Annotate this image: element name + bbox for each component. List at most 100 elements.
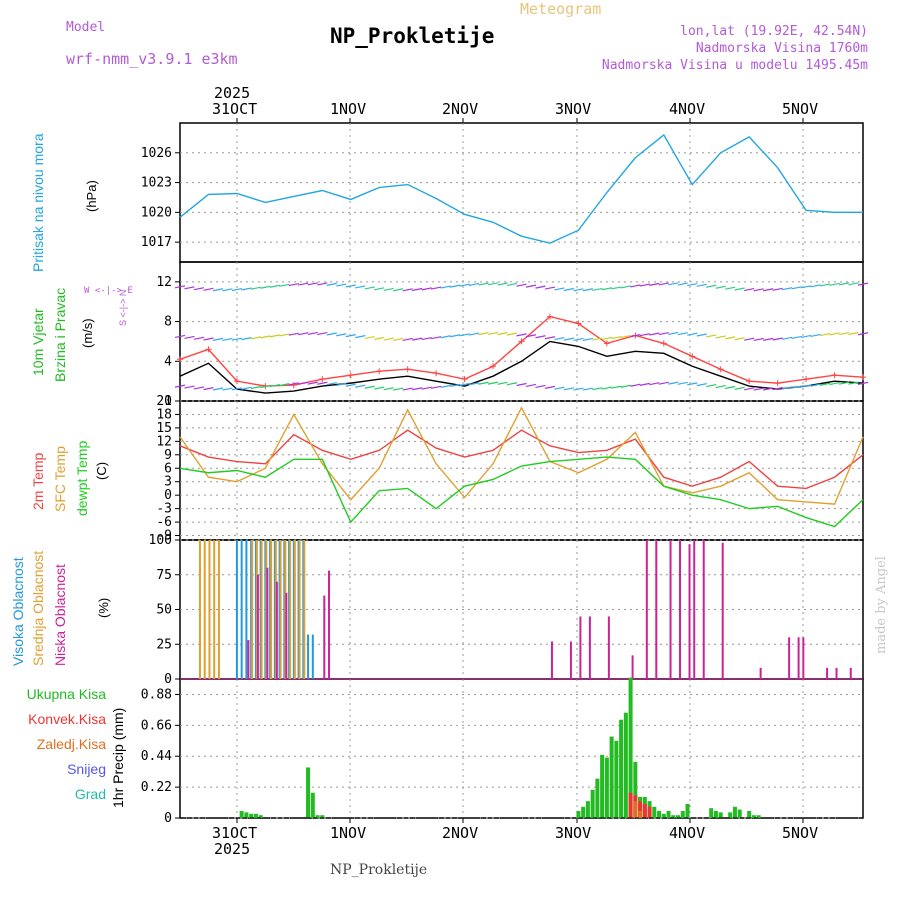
wind-arrow xyxy=(677,381,688,385)
wind-arrow xyxy=(781,287,793,291)
cloud-mid-bar xyxy=(251,540,254,679)
wind-arrow xyxy=(402,337,413,342)
precip-rain-bar xyxy=(661,813,666,818)
bottom-day-label: 2NOV xyxy=(442,824,479,842)
precip-rain-bar xyxy=(657,810,662,818)
wind-arrow xyxy=(250,336,262,340)
wind-arrow xyxy=(649,282,660,286)
y-tick-label: 6 xyxy=(164,461,172,476)
cloud-high-bar xyxy=(240,540,243,679)
wind-arrow xyxy=(573,288,584,292)
y-tick-label: 0.88 xyxy=(141,687,172,702)
wind-arrow xyxy=(838,381,850,385)
wind-arrow xyxy=(781,386,793,390)
wind-arrow xyxy=(307,381,318,385)
dewpoint-line xyxy=(179,456,864,528)
wind-arrow xyxy=(355,285,366,289)
y-tick-label: 1017 xyxy=(141,235,172,250)
gust-marker xyxy=(490,363,497,370)
gust-marker xyxy=(831,372,838,379)
y-tick-label: 0.44 xyxy=(141,749,172,764)
precip-ice-bar xyxy=(638,810,643,818)
gust-marker xyxy=(233,378,240,385)
wind-arrow xyxy=(421,386,432,390)
model-label: Model xyxy=(66,20,106,35)
precip-conv-bar xyxy=(638,801,643,818)
panel-frame xyxy=(179,261,864,402)
wind-arrow xyxy=(184,286,195,290)
altitude: Nadmorska Visina 1760m xyxy=(695,41,868,56)
gust-marker xyxy=(717,366,724,373)
wind-arrow xyxy=(449,284,461,288)
gust-marker xyxy=(205,346,212,353)
wind-arrow xyxy=(193,287,205,291)
wind-arrow xyxy=(269,284,280,288)
wind-arrow xyxy=(725,336,736,340)
wind-arrow xyxy=(725,286,736,290)
panel-frame xyxy=(179,678,864,819)
wind-arrow xyxy=(810,333,821,338)
gust-marker xyxy=(774,380,781,387)
precip-rain-bar xyxy=(709,808,714,818)
wind-arrow xyxy=(582,387,594,391)
wind-arrow xyxy=(326,282,337,286)
legend-grad: Grad xyxy=(74,786,106,802)
wind-arrow xyxy=(554,287,565,291)
precip-rain-bar xyxy=(732,806,737,818)
cloud-mid-bar xyxy=(203,540,206,679)
precip-conv-bar xyxy=(642,803,647,818)
y-tick-label: 0.22 xyxy=(141,780,172,795)
wind-arrow xyxy=(260,285,271,289)
top-year: 2025 xyxy=(214,84,251,102)
wind-arrow xyxy=(829,282,840,286)
wind-arrow xyxy=(800,285,812,289)
wind-arrow xyxy=(279,333,290,337)
wind-arrow xyxy=(231,387,243,391)
wind-arrow xyxy=(241,386,252,390)
wind-arrow xyxy=(800,334,812,339)
wind-arrow xyxy=(819,283,831,287)
wind-arrow xyxy=(829,381,840,386)
cloud-low-bar xyxy=(797,637,800,679)
wind-arrow xyxy=(563,287,575,292)
wind-arrow xyxy=(298,332,309,336)
wind-arrow xyxy=(772,287,783,291)
wind-arrow xyxy=(374,287,385,291)
wind-arrow xyxy=(393,288,404,292)
wind-arrow xyxy=(734,337,745,341)
bottom-year: 2025 xyxy=(214,840,251,858)
wind-arrow xyxy=(781,336,793,340)
precip-conv-bar xyxy=(628,792,633,818)
wind-arrow xyxy=(829,332,840,336)
wind-arrow xyxy=(696,383,707,387)
precip-rain-bar xyxy=(685,803,690,818)
bottom-day-label: 3NOV xyxy=(555,824,592,842)
wind-arrow xyxy=(374,336,385,341)
wind-arrow xyxy=(611,385,622,389)
cloud-low-bar xyxy=(550,641,553,679)
wind-arrow xyxy=(269,383,280,388)
y-tick-label: 0 xyxy=(164,488,172,503)
cloud-mid-bar xyxy=(289,540,292,679)
precip-rain-bar xyxy=(600,754,605,818)
wind-arrow xyxy=(241,287,252,291)
wind-arrow xyxy=(715,285,726,289)
wind-arrow xyxy=(639,283,650,287)
precip-rain-bar xyxy=(623,712,628,818)
cloud-low-bar xyxy=(588,616,591,679)
precip-rain-bar xyxy=(239,810,244,818)
y-tick-label: 25 xyxy=(156,637,172,652)
wind-arrow xyxy=(174,384,186,388)
cloud-low-bar xyxy=(721,542,724,679)
precip-rain-bar xyxy=(249,813,254,818)
precip-rain-bar xyxy=(751,815,756,818)
wind-arrow xyxy=(374,386,385,390)
wind-arrow xyxy=(525,334,537,338)
wind-arrow xyxy=(573,387,584,391)
wind-arrow xyxy=(791,385,802,389)
wind-arrow xyxy=(487,282,499,286)
model-name: wrf-nmm_v3.9.1 e3km xyxy=(66,50,238,68)
wind-arrow xyxy=(639,333,650,337)
wind-arrow xyxy=(838,282,850,286)
wind-arrow xyxy=(459,333,470,337)
